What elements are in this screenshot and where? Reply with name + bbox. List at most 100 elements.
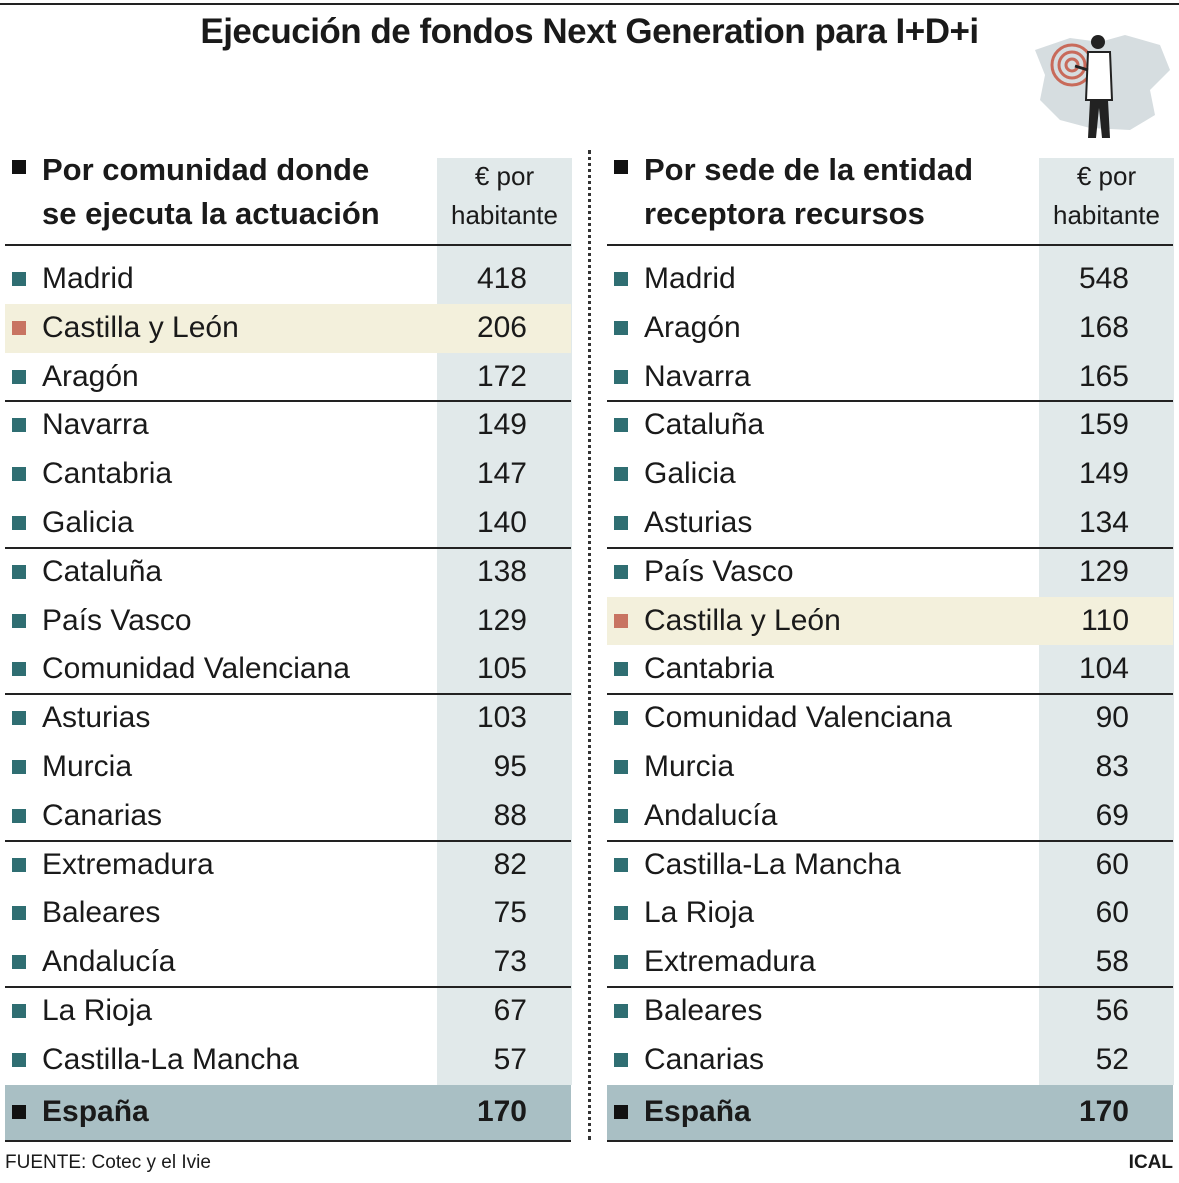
value: 57 (493, 1042, 527, 1076)
column-heading: € por (1076, 161, 1137, 191)
value: 149 (1078, 457, 1129, 491)
value: 75 (493, 896, 527, 930)
total-name: España (644, 1094, 751, 1128)
region-name: Baleares (644, 994, 763, 1027)
rule (5, 1139, 571, 1142)
row-marker (614, 320, 628, 335)
value: 67 (493, 994, 527, 1027)
column-heading: habitante (1053, 200, 1160, 230)
value: 134 (1078, 506, 1129, 539)
region-name: País Vasco (644, 554, 794, 588)
row-marker (614, 955, 628, 970)
row-marker (12, 955, 26, 970)
row-marker (12, 418, 26, 433)
value: 103 (476, 701, 527, 735)
rule (5, 244, 571, 246)
row-marker (12, 711, 26, 726)
region-name: Extremadura (42, 847, 214, 881)
value: 52 (1095, 1042, 1129, 1076)
value: 104 (1078, 652, 1129, 686)
region-name: Navarra (644, 359, 751, 393)
value: 548 (1078, 262, 1129, 295)
row-marker (12, 808, 26, 823)
region-name: Cantabria (42, 457, 173, 491)
row-marker (12, 1004, 26, 1018)
table-heading: Por sede de la entidad (644, 152, 974, 187)
value: 140 (476, 506, 527, 539)
region-name: Castilla-La Mancha (42, 1042, 299, 1076)
map-icon (1035, 35, 1170, 138)
region-name: La Rioja (42, 994, 153, 1027)
total-marker (12, 1104, 26, 1119)
group-rule (5, 546, 571, 549)
region-name: Aragón (42, 359, 139, 393)
region-name: Castilla y León (644, 603, 841, 637)
value: 95 (493, 750, 527, 783)
row-marker (12, 272, 26, 286)
credit: ICAL (1128, 1152, 1173, 1173)
region-name: Canarias (644, 1042, 765, 1076)
table-heading: Por comunidad donde (42, 152, 370, 187)
value: 69 (1095, 798, 1129, 832)
region-name: Aragón (644, 310, 741, 344)
value: 159 (1078, 408, 1129, 442)
region-name: Asturias (644, 506, 753, 539)
row-marker (12, 320, 26, 335)
highlight-row (607, 596, 1173, 646)
region-name: Galicia (644, 457, 736, 491)
region-name: Castilla-La Mancha (644, 847, 901, 881)
header-marker (614, 160, 628, 174)
row-marker (12, 613, 26, 628)
row-marker (614, 711, 628, 726)
value: 147 (476, 457, 527, 491)
row-marker (614, 613, 628, 628)
row-marker (614, 418, 628, 433)
divider (588, 150, 591, 1140)
region-name: Murcia (644, 750, 735, 783)
total-value: 170 (1078, 1094, 1129, 1128)
row-marker (12, 760, 26, 774)
region-name: Andalucía (42, 945, 176, 979)
value: 105 (476, 652, 527, 686)
value: 58 (1095, 945, 1129, 979)
value: 110 (1081, 603, 1129, 637)
value: 83 (1095, 750, 1129, 783)
group-rule (5, 693, 571, 696)
value: 60 (1095, 896, 1129, 930)
row-marker (614, 467, 628, 482)
row-marker (12, 516, 26, 530)
region-name: Castilla y León (42, 310, 239, 344)
row-marker (614, 516, 628, 530)
row-marker (12, 1052, 26, 1067)
value: 82 (493, 847, 527, 881)
row-marker (12, 662, 26, 677)
value: 129 (476, 603, 527, 637)
value: 90 (1095, 701, 1129, 735)
value: 172 (476, 359, 527, 393)
region-name: País Vasco (42, 603, 192, 637)
row-marker (614, 369, 628, 384)
row-marker (614, 760, 628, 774)
row-marker (614, 662, 628, 677)
value: 73 (493, 945, 527, 979)
region-name: Baleares (42, 896, 161, 930)
region-name: Comunidad Valenciana (644, 701, 952, 735)
region-name: Cataluña (644, 408, 765, 442)
region-name: Cantabria (644, 652, 775, 686)
region-name: Madrid (644, 262, 736, 295)
total-marker (614, 1104, 628, 1119)
region-name: Navarra (42, 408, 149, 442)
region-name: Asturias (42, 701, 151, 735)
group-rule (5, 839, 571, 842)
row-marker (12, 906, 26, 921)
row-marker (12, 467, 26, 482)
row-marker (12, 857, 26, 872)
highlight-row (5, 303, 571, 353)
source: FUENTE: Cotec y el Ivie (5, 1152, 211, 1173)
row-marker (614, 1004, 628, 1018)
value: 88 (493, 798, 527, 832)
value: 165 (1078, 359, 1129, 393)
group-rule (607, 400, 1173, 403)
rule (607, 244, 1173, 246)
row-marker (12, 369, 26, 384)
